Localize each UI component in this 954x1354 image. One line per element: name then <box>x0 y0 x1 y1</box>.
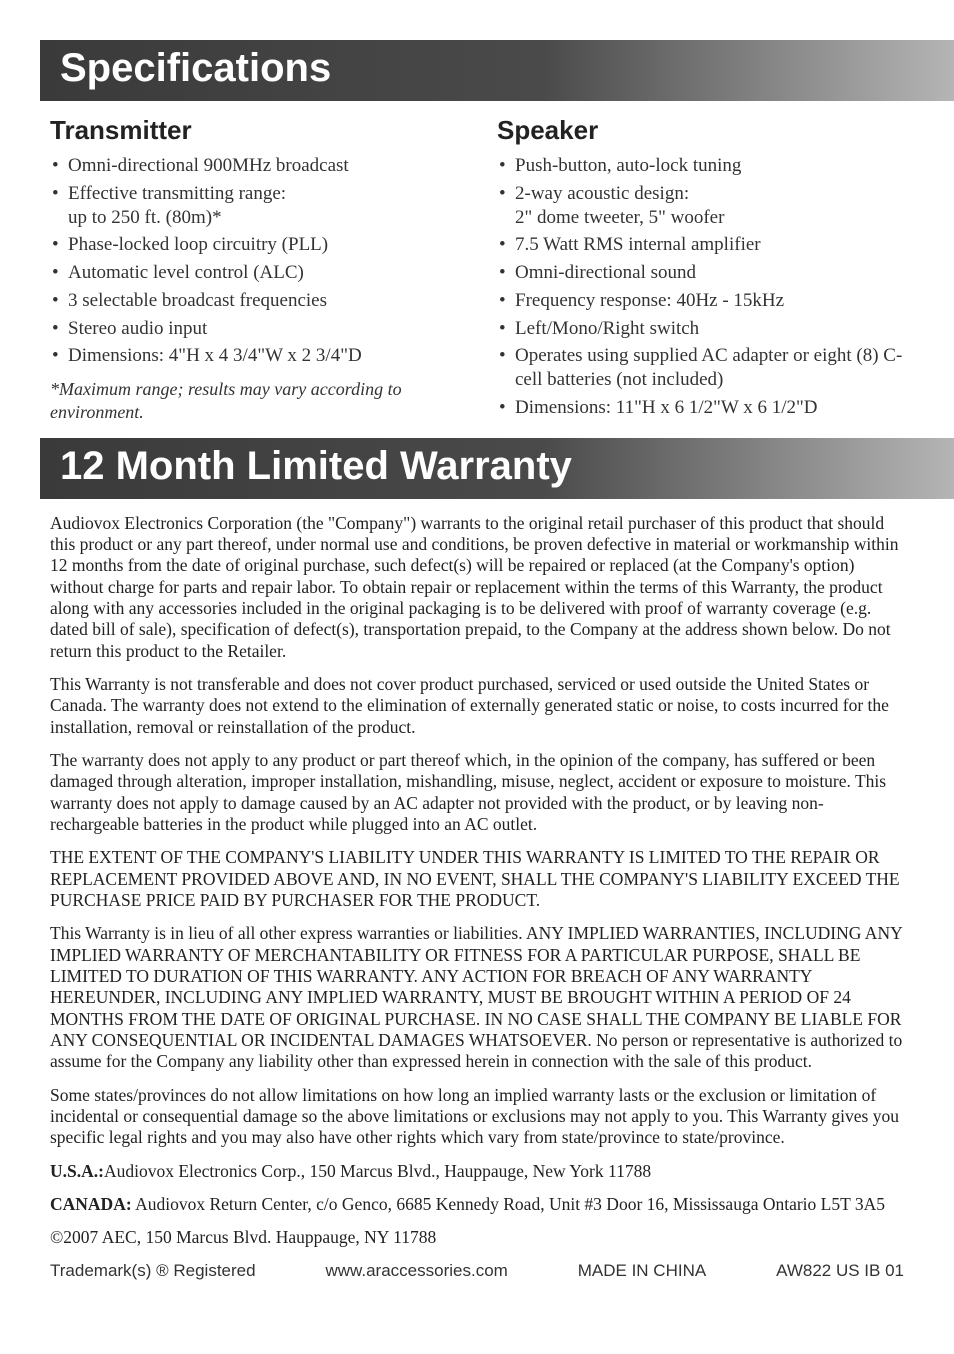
speaker-list: Push-button, auto-lock tuning 2-way acou… <box>497 154 904 420</box>
warranty-paragraph: The warranty does not apply to any produ… <box>50 750 904 835</box>
list-item: Omni-directional sound <box>497 261 904 285</box>
speaker-column: Speaker Push-button, auto-lock tuning 2-… <box>497 115 904 424</box>
address-usa: U.S.A.:Audiovox Electronics Corp., 150 M… <box>50 1161 904 1182</box>
copyright: ©2007 AEC, 150 Marcus Blvd. Hauppauge, N… <box>50 1227 904 1248</box>
list-item: Push-button, auto-lock tuning <box>497 154 904 178</box>
made-in: MADE IN CHINA <box>578 1261 706 1281</box>
usa-value: Audiovox Electronics Corp., 150 Marcus B… <box>104 1161 651 1181</box>
list-item: Automatic level control (ALC) <box>50 261 457 285</box>
list-item: 2-way acoustic design:2" dome tweeter, 5… <box>497 182 904 230</box>
list-item: Frequency response: 40Hz - 15kHz <box>497 289 904 313</box>
warranty-body: Audiovox Electronics Corporation (the "C… <box>50 513 904 1249</box>
list-item: Stereo audio input <box>50 317 457 341</box>
warranty-paragraph: THE EXTENT OF THE COMPANY'S LIABILITY UN… <box>50 847 904 911</box>
list-item: Phase-locked loop circuitry (PLL) <box>50 233 457 257</box>
trademark: Trademark(s) ® Registered <box>50 1261 256 1281</box>
speaker-heading: Speaker <box>497 115 904 146</box>
line2: 2" dome tweeter, 5" woofer <box>515 206 904 230</box>
transmitter-heading: Transmitter <box>50 115 457 146</box>
transmitter-column: Transmitter Omni-directional 900MHz broa… <box>50 115 457 424</box>
warranty-paragraph: This Warranty is not transferable and do… <box>50 674 904 738</box>
list-item: Omni-directional 900MHz broadcast <box>50 154 457 178</box>
transmitter-footnote: *Maximum range; results may vary accordi… <box>50 378 457 423</box>
product-code: AW822 US IB 01 <box>776 1261 904 1281</box>
line1: Effective transmitting range: <box>68 183 286 204</box>
warranty-banner: 12 Month Limited Warranty <box>40 438 954 499</box>
warranty-paragraph: Some states/provinces do not allow limit… <box>50 1085 904 1149</box>
line1: 2-way acoustic design: <box>515 183 689 204</box>
warranty-paragraph: Audiovox Electronics Corporation (the "C… <box>50 513 904 662</box>
list-item: Effective transmitting range:up to 250 f… <box>50 182 457 230</box>
footer-line: Trademark(s) ® Registered www.araccessor… <box>50 1261 904 1281</box>
specifications-banner: Specifications <box>40 40 954 101</box>
footer-url: www.araccessories.com <box>325 1261 507 1281</box>
canada-label: CANADA: <box>50 1194 132 1214</box>
warranty-paragraph: This Warranty is in lieu of all other ex… <box>50 923 904 1072</box>
usa-label: U.S.A.: <box>50 1161 104 1181</box>
address-canada: CANADA: Audiovox Return Center, c/o Genc… <box>50 1194 904 1215</box>
canada-value: Audiovox Return Center, c/o Genco, 6685 … <box>135 1194 885 1214</box>
list-item: 3 selectable broadcast frequencies <box>50 289 457 313</box>
specs-columns: Transmitter Omni-directional 900MHz broa… <box>50 115 904 424</box>
list-item: Dimensions: 11"H x 6 1/2"W x 6 1/2"D <box>497 396 904 420</box>
list-item: Operates using supplied AC adapter or ei… <box>497 344 904 392</box>
transmitter-list: Omni-directional 900MHz broadcast Effect… <box>50 154 457 368</box>
list-item: Dimensions: 4"H x 4 3/4"W x 2 3/4"D <box>50 344 457 368</box>
line2: up to 250 ft. (80m)* <box>68 206 457 230</box>
list-item: 7.5 Watt RMS internal amplifier <box>497 233 904 257</box>
list-item: Left/Mono/Right switch <box>497 317 904 341</box>
